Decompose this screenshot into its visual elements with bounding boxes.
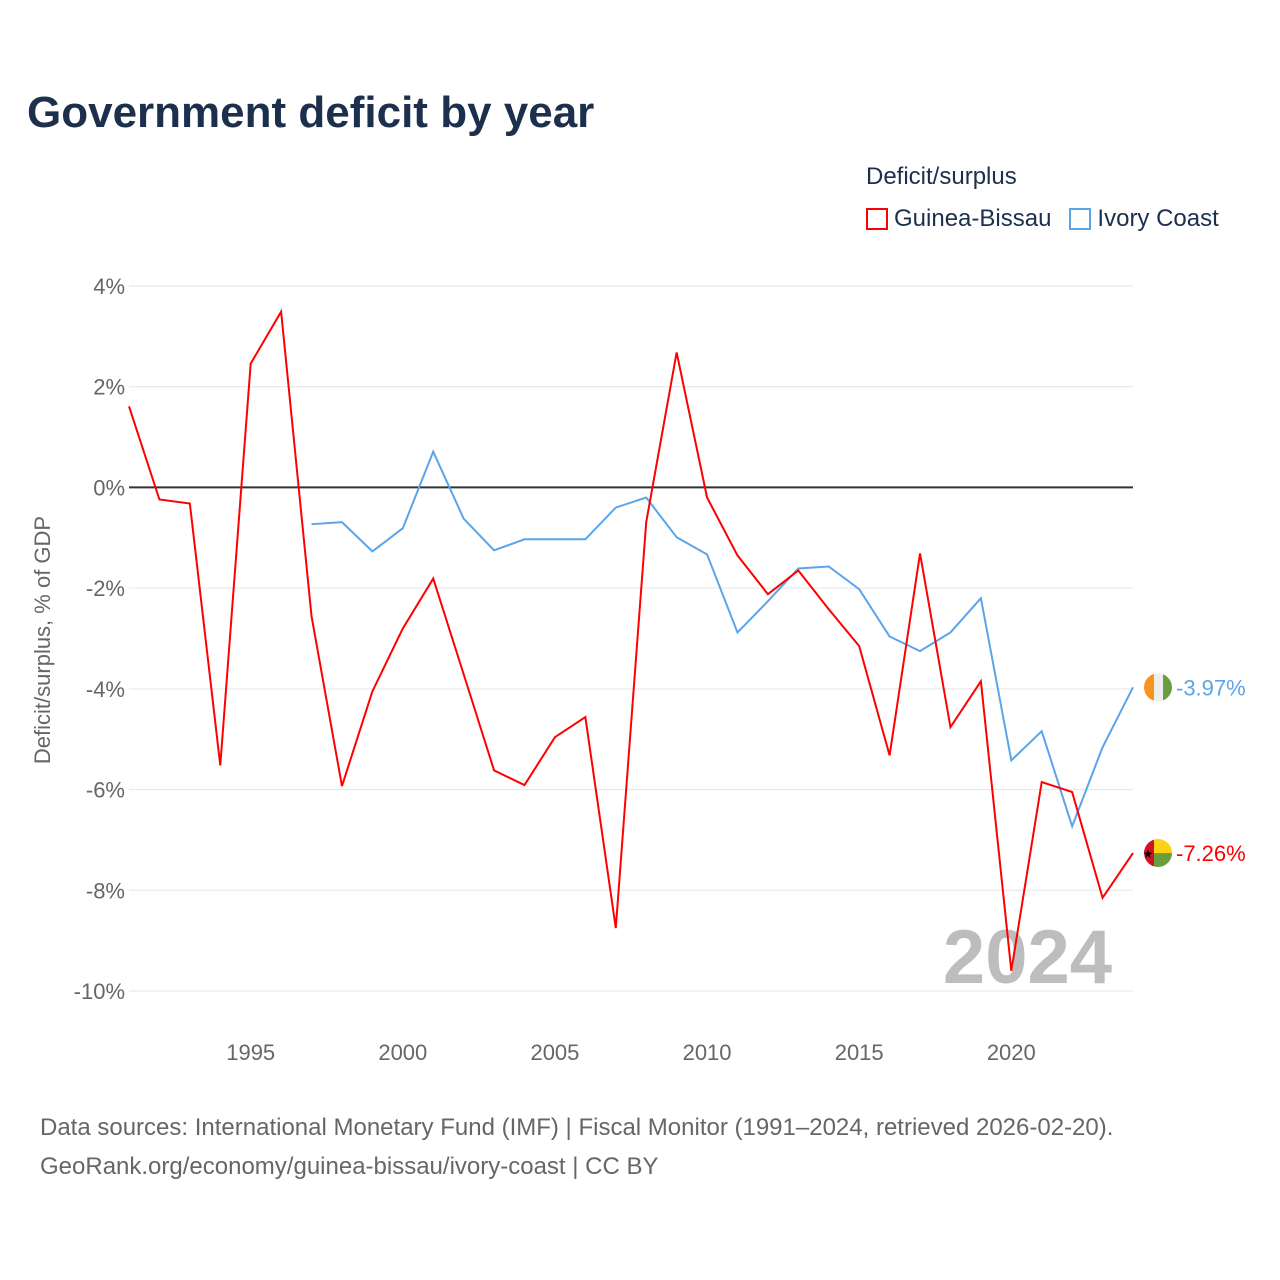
footer: Data sources: International Monetary Fun… (40, 1108, 1113, 1186)
flag-icon-guinea-bissau: ★ (1143, 839, 1172, 868)
legend-label: Guinea-Bissau (894, 205, 1052, 232)
end-value-label: -3.97% (1176, 675, 1246, 700)
legend-label: Ivory Coast (1097, 205, 1219, 232)
y-tick-label: -10% (74, 979, 125, 1004)
year-watermark: 2024 (943, 915, 1112, 1000)
legend-item-ivory-coast[interactable]: Ivory Coast (1069, 205, 1219, 233)
y-tick-label: 2% (93, 375, 125, 400)
y-tick-label: -4% (86, 677, 125, 702)
x-tick-label: 1995 (226, 1040, 275, 1065)
end-value-label: -7.26% (1176, 841, 1246, 866)
legend-title: Deficit/surplus (866, 163, 1017, 190)
x-tick-label: 2010 (683, 1040, 732, 1065)
data-sources: Data sources: International Monetary Fun… (40, 1114, 1114, 1141)
legend-item-guinea-bissau[interactable]: Guinea-Bissau (866, 205, 1051, 233)
x-tick-label: 2005 (530, 1040, 579, 1065)
svg-text:★: ★ (1143, 847, 1154, 861)
x-tick-label: 2015 (835, 1040, 884, 1065)
y-axis-label: Deficit/surplus, % of GDP (30, 516, 55, 764)
source-link[interactable]: GeoRank.org/economy/guinea-bissau/ivory-… (40, 1153, 659, 1180)
legend: Guinea-Bissau Ivory Coast (866, 205, 1219, 233)
series-line-guinea-bissau (128, 308, 1134, 972)
y-tick-label: -8% (86, 878, 125, 903)
series-line-ivory-coast (311, 449, 1134, 830)
x-tick-label: 2020 (987, 1040, 1036, 1065)
flag-icon-ivory-coast (1144, 673, 1172, 702)
y-tick-label: -6% (86, 778, 125, 803)
x-tick-label: 2000 (378, 1040, 427, 1065)
legend-swatch-ivory-coast (1069, 208, 1092, 230)
y-tick-label: 0% (93, 475, 125, 500)
legend-swatch-guinea-bissau (866, 208, 888, 230)
y-tick-label: -2% (86, 576, 125, 601)
chart-title: Government deficit by year (27, 88, 595, 137)
y-tick-label: 4% (93, 274, 125, 299)
